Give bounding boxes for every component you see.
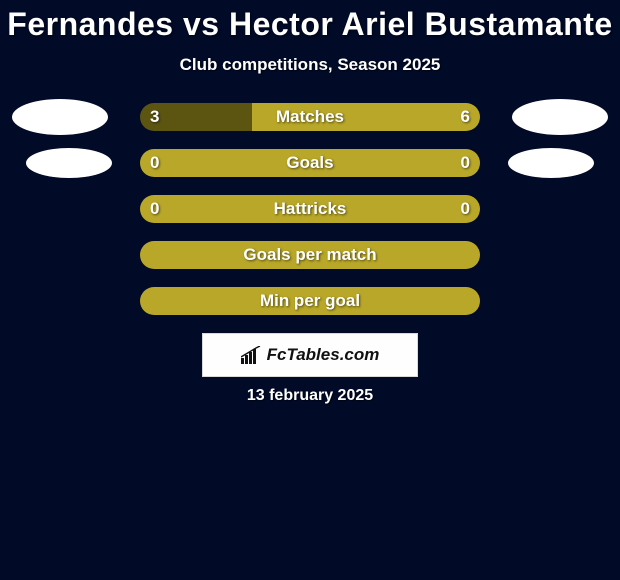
stat-bar-right [140,149,480,177]
stat-bar-track [140,103,480,131]
player-avatar-right [512,99,608,135]
logo-box: FcTables.com [202,333,418,377]
subtitle: Club competitions, Season 2025 [0,55,620,75]
stat-bar-track [140,287,480,315]
stat-bar-right [140,287,480,315]
stat-bar-right [140,195,480,223]
stat-bar-right [140,241,480,269]
stat-bar-left [140,103,252,131]
bar-chart-icon [241,346,261,364]
stat-bar-track [140,195,480,223]
stat-row: Min per goal [0,287,620,315]
stat-rows: Matches36 Goals00 Hattricks00 Goals per mat… [0,103,620,315]
stat-bar-track [140,241,480,269]
page-title: Fernandes vs Hector Ariel Bustamante [0,6,620,43]
stat-bar-right [252,103,480,131]
date-label: 13 february 2025 [0,387,620,405]
player-avatar-left [12,99,108,135]
logo-text: FcTables.com [267,345,380,365]
stat-row: Hattricks00 [0,195,620,223]
player-avatar-left [26,148,112,178]
player-avatar-right [508,148,594,178]
stat-row: Matches36 [0,103,620,131]
stat-bar-track [140,149,480,177]
comparison-infographic: Fernandes vs Hector Ariel Bustamante Clu… [0,0,620,580]
stat-row: Goals00 [0,149,620,177]
stat-row: Goals per match [0,241,620,269]
